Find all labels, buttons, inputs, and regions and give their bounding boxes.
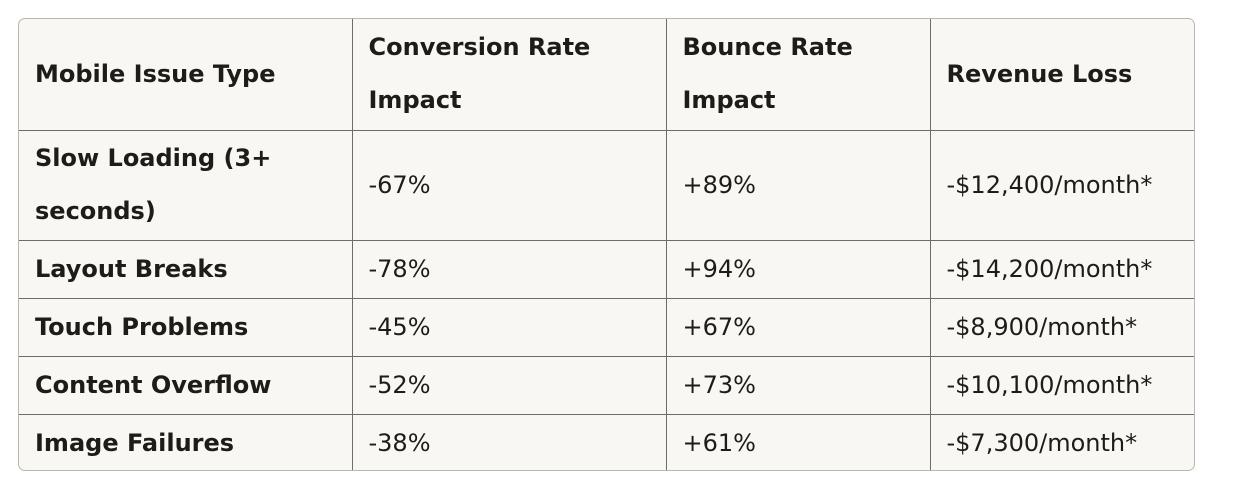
header-revenue-loss: Revenue Loss [930,19,1194,131]
header-mobile-issue-type: Mobile Issue Type [19,19,353,131]
table-row: Slow Loading (3+ seconds) -67% +89% -$12… [19,130,1194,241]
cell-conversion: -78% [352,240,667,299]
cell-conversion: -52% [352,356,667,415]
table-row: Layout Breaks -78% +94% -$14,200/month* [19,240,1194,299]
cell-conversion: -45% [352,298,667,357]
cell-issue: Touch Problems [19,298,353,357]
cell-revenue: -$12,400/month* [930,130,1194,241]
cell-issue: Content Overflow [19,356,353,415]
table-row: Image Failures -38% +61% -$7,300/month* [19,414,1194,470]
cell-issue: Image Failures [19,414,353,470]
cell-bounce: +61% [666,414,931,470]
table-row: Content Overflow -52% +73% -$10,100/mont… [19,356,1194,415]
cell-conversion: -38% [352,414,667,470]
table-header-row: Mobile Issue Type Conversion Rate Impact… [19,19,1194,131]
cell-bounce: +89% [666,130,931,241]
header-bounce-rate-impact: Bounce Rate Impact [666,19,931,131]
cell-revenue: -$7,300/month* [946,428,1138,457]
table-row: Touch Problems -45% +67% -$8,900/month* [19,298,1194,357]
data-table-container: Mobile Issue Type Conversion Rate Impact… [18,18,1195,471]
mobile-issues-table: Mobile Issue Type Conversion Rate Impact… [19,19,1194,470]
cell-revenue: -$8,900/month* [930,298,1194,357]
cell-bounce: +67% [666,298,931,357]
cell-issue: Layout Breaks [19,240,353,299]
cell-bounce: +94% [666,240,931,299]
cell-conversion: -67% [352,130,667,241]
cell-bounce: +73% [666,356,931,415]
cell-issue: Slow Loading (3+ seconds) [19,130,353,241]
cell-revenue: -$14,200/month* [930,240,1194,299]
cell-revenue: -$10,100/month* [930,356,1194,415]
header-conversion-rate-impact: Conversion Rate Impact [352,19,667,131]
